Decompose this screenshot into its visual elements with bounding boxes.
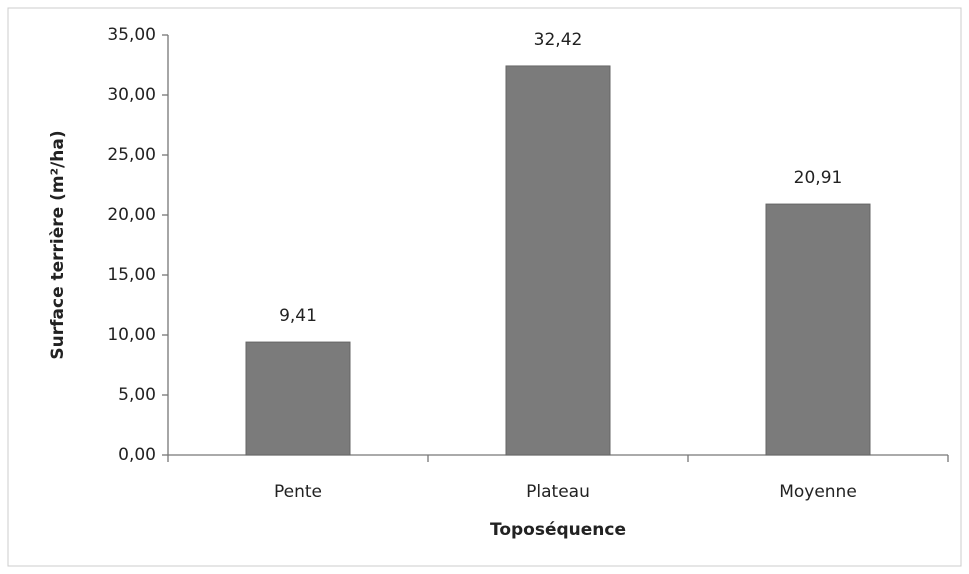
bar	[505, 65, 611, 456]
data-label: 32,42	[534, 30, 583, 50]
bar	[245, 341, 351, 456]
y-tick-label: 30,00	[107, 85, 156, 105]
y-tick-label: 10,00	[107, 325, 156, 345]
y-tick-label: 25,00	[107, 145, 156, 165]
y-tick-label: 0,00	[118, 445, 156, 465]
y-axis-label: Surface terrière (m²/ha)	[48, 130, 68, 359]
data-label: 9,41	[279, 306, 317, 326]
x-tick-label: Moyenne	[779, 482, 857, 502]
y-tick-label: 35,00	[107, 25, 156, 45]
y-tick-label: 20,00	[107, 205, 156, 225]
x-tick-label: Plateau	[526, 482, 590, 502]
bar	[765, 203, 871, 456]
data-label: 20,91	[794, 168, 843, 188]
y-tick-label: 5,00	[118, 385, 156, 405]
x-tick-label: Pente	[274, 482, 322, 502]
y-tick-label: 15,00	[107, 265, 156, 285]
x-axis-label: Toposéquence	[490, 520, 626, 540]
